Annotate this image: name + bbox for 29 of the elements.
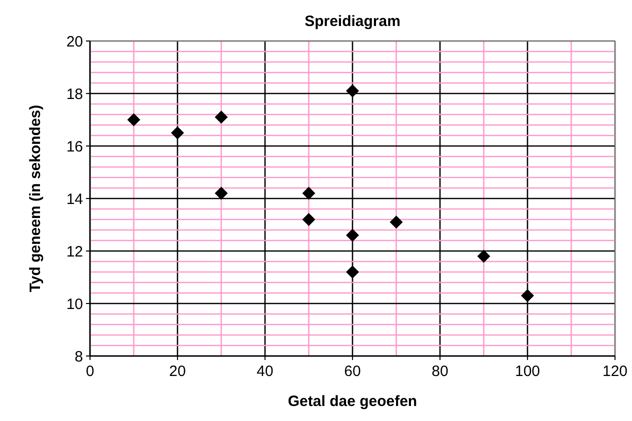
x-tick-label: 0 — [86, 363, 94, 380]
y-tick-label: 10 — [66, 296, 83, 313]
point — [346, 84, 359, 98]
point — [171, 126, 184, 140]
point — [214, 110, 228, 124]
point — [521, 289, 534, 302]
x-axis-title: Getal dae geoefen — [288, 393, 418, 410]
y-tick-label: 20 — [66, 33, 83, 50]
x-tick-label: 120 — [602, 363, 628, 380]
point — [302, 186, 316, 200]
y-tick-label: 12 — [66, 243, 83, 260]
y-tick-label: 14 — [66, 190, 83, 208]
x-tick-label: 40 — [256, 363, 274, 380]
point — [302, 213, 316, 226]
x-tick-label: 80 — [432, 363, 448, 380]
y-tick-label: 8 — [74, 348, 83, 366]
point — [346, 228, 359, 242]
point — [214, 186, 228, 200]
x-tick-label: 100 — [514, 363, 540, 380]
y-tick-label: 18 — [66, 86, 83, 103]
y-tick-label: 16 — [66, 138, 83, 156]
point — [346, 266, 359, 278]
point — [477, 250, 490, 263]
point — [127, 113, 140, 126]
chart-title: Spreidiagram — [304, 13, 400, 30]
x-tick-label: 60 — [344, 363, 361, 380]
x-tick-label: 20 — [169, 363, 186, 380]
point — [390, 216, 403, 229]
y-axis-title: Tyd geneem (in sekondes) — [27, 104, 44, 292]
